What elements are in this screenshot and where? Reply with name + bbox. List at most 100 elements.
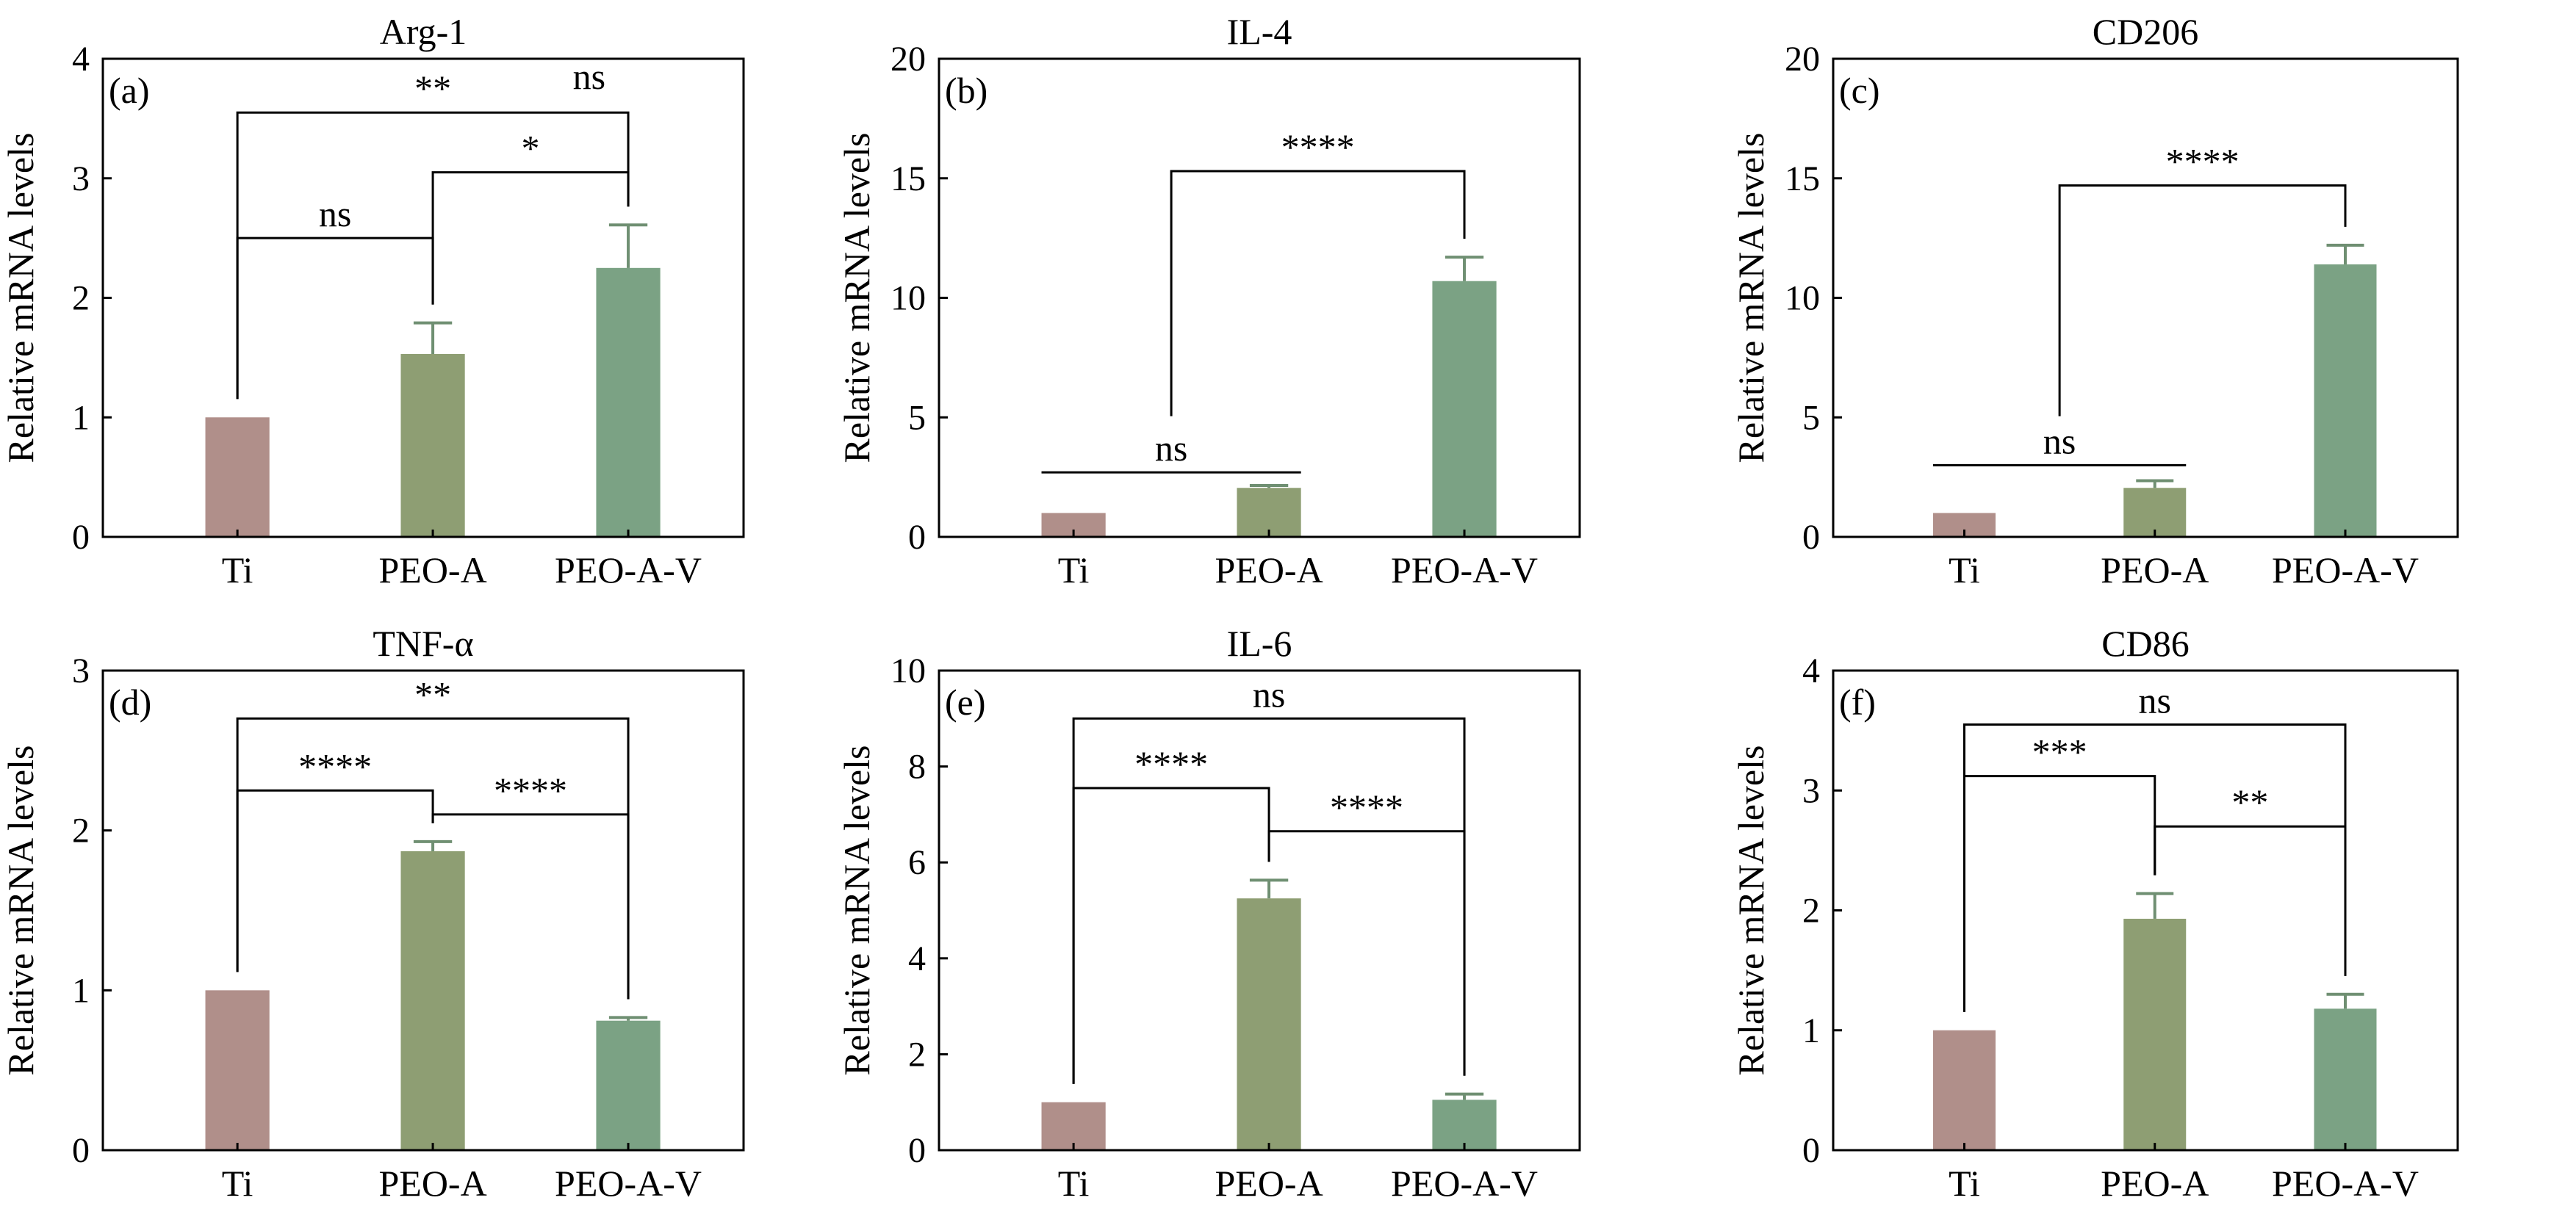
error-bar bbox=[1444, 256, 1484, 281]
y-tick-label: 3 bbox=[72, 159, 90, 198]
chart-title: CD206 bbox=[2093, 11, 2198, 52]
x-tick-label: PEO-A bbox=[2101, 1163, 2209, 1204]
chart-title: IL-6 bbox=[1227, 623, 1292, 664]
significance-label: ** bbox=[2231, 781, 2268, 823]
y-tick-label: 2 bbox=[908, 1035, 926, 1074]
x-tick-label: PEO-A bbox=[378, 1163, 486, 1204]
bar-peo-a-v bbox=[596, 1020, 661, 1150]
significance-bracket bbox=[431, 813, 630, 1000]
error-bar bbox=[1249, 484, 1289, 488]
y-axis-label: Relative mRNA levels bbox=[836, 745, 877, 1076]
error-bar bbox=[413, 839, 453, 851]
significance-bracket bbox=[1170, 170, 1466, 416]
y-tick-label: 15 bbox=[1785, 159, 1820, 198]
significance-label: ** bbox=[414, 68, 451, 109]
y-tick-label: 5 bbox=[908, 398, 926, 437]
error-bar bbox=[413, 321, 453, 354]
y-tick-label: 0 bbox=[1802, 518, 1820, 557]
y-tick-label: 0 bbox=[908, 518, 926, 557]
significance-label: *** bbox=[2032, 732, 2087, 773]
y-tick-label: 1 bbox=[72, 398, 90, 437]
panel-label: (b) bbox=[945, 70, 987, 111]
x-tick-label: PEO-A-V bbox=[2272, 1163, 2419, 1204]
x-tick-label: PEO-A-V bbox=[555, 549, 702, 591]
y-tick-label: 10 bbox=[891, 279, 926, 318]
plot-frame bbox=[101, 669, 745, 1152]
chart-title: IL-4 bbox=[1227, 11, 1292, 52]
bracket-line bbox=[1267, 830, 1466, 1076]
y-tick-label: 8 bbox=[908, 748, 926, 787]
x-tick-label: PEO-A bbox=[378, 549, 486, 591]
significance-label: ns bbox=[573, 56, 605, 97]
significance-label: ns bbox=[2043, 420, 2076, 461]
y-axis-label: Relative mRNA levels bbox=[0, 745, 41, 1076]
error-bar bbox=[1249, 878, 1289, 899]
y-axis-label: Relative mRNA levels bbox=[0, 133, 41, 463]
significance-bracket bbox=[2058, 184, 2347, 416]
y-axis-label: Relative mRNA levels bbox=[1730, 745, 1771, 1076]
panel-label: (c) bbox=[1839, 70, 1880, 111]
bracket-line bbox=[2154, 825, 2347, 976]
x-tick-label: PEO-A-V bbox=[1391, 549, 1538, 591]
error-bar bbox=[608, 1016, 648, 1021]
x-tick-label: Ti bbox=[1949, 549, 1980, 591]
bracket-line bbox=[1072, 787, 1270, 1084]
bar-peo-a bbox=[1237, 488, 1301, 537]
y-tick-label: 0 bbox=[1802, 1131, 1820, 1170]
chart-title: CD86 bbox=[2101, 623, 2189, 664]
x-tick-label: Ti bbox=[222, 1163, 253, 1204]
bar-ti bbox=[1933, 1030, 1996, 1150]
significance-label: **** bbox=[1134, 743, 1208, 784]
y-tick-label: 3 bbox=[1802, 771, 1820, 810]
x-tick-label: PEO-A bbox=[1215, 549, 1323, 591]
y-tick-label: 15 bbox=[891, 159, 926, 198]
x-tick-label: PEO-A bbox=[2101, 549, 2209, 591]
bar-peo-a bbox=[400, 353, 465, 537]
panel-label: (a) bbox=[109, 70, 150, 111]
y-axis-label: Relative mRNA levels bbox=[1730, 133, 1771, 463]
y-tick-label: 2 bbox=[72, 279, 90, 318]
significance-label: **** bbox=[1281, 126, 1355, 167]
bracket-line bbox=[431, 813, 630, 1000]
significance-label: ns bbox=[1253, 674, 1285, 715]
significance-bracket bbox=[236, 789, 434, 972]
y-tick-label: 3 bbox=[72, 651, 90, 690]
bar-peo-a-v bbox=[596, 267, 661, 537]
y-tick-label: 0 bbox=[908, 1131, 926, 1170]
plot-frame bbox=[938, 669, 1581, 1152]
y-tick-label: 10 bbox=[1785, 279, 1820, 318]
chart-panel-1: Arg-1 0 1 2 3 4 Ti PEO-A PEO-A-V Relative mRNA le… bbox=[0, 11, 745, 591]
bar-peo-a bbox=[2123, 918, 2187, 1150]
y-tick-label: 2 bbox=[72, 812, 90, 851]
x-tick-label: Ti bbox=[1058, 549, 1090, 591]
error-bar bbox=[608, 223, 648, 268]
y-tick-label: 10 bbox=[891, 651, 926, 690]
bracket-line bbox=[236, 789, 434, 972]
significance-bracket bbox=[1072, 787, 1270, 1084]
significance-label: ns bbox=[319, 193, 351, 234]
significance-label: **** bbox=[298, 745, 372, 787]
panel-label: (f) bbox=[1839, 682, 1876, 723]
x-tick-label: Ti bbox=[1949, 1163, 1980, 1204]
bar-ti bbox=[205, 990, 270, 1150]
error-bar bbox=[2136, 892, 2174, 919]
error-bar bbox=[2136, 479, 2174, 488]
chart-panel-4: TNF-α 0 1 2 3 Ti PEO-A PEO-A-V Relative mRNA lev… bbox=[0, 623, 745, 1204]
chart-panel-5: IL-6 0 2 4 6 8 10 Ti PEO-A PEO-A-V Relative mRNA l… bbox=[836, 623, 1581, 1204]
y-tick-label: 0 bbox=[72, 1131, 90, 1170]
bracket-line bbox=[2058, 184, 2347, 416]
x-tick-label: Ti bbox=[222, 549, 253, 591]
significance-bracket bbox=[236, 236, 434, 400]
chart-panel-6: CD86 0 1 2 3 4 Ti PEO-A PEO-A-V Relative mRNA lev… bbox=[1730, 623, 2459, 1204]
y-axis-label: Relative mRNA levels bbox=[836, 133, 877, 463]
y-tick-label: 1 bbox=[1802, 1011, 1820, 1050]
x-tick-label: PEO-A-V bbox=[1391, 1163, 1538, 1204]
error-bar bbox=[2326, 992, 2364, 1009]
bracket-line bbox=[1170, 170, 1466, 416]
significance-bracket bbox=[1267, 830, 1466, 1076]
y-tick-label: 4 bbox=[1802, 651, 1820, 690]
significance-bracket bbox=[2154, 825, 2347, 976]
x-tick-label: PEO-A-V bbox=[555, 1163, 702, 1204]
x-tick-label: PEO-A-V bbox=[2272, 549, 2419, 591]
